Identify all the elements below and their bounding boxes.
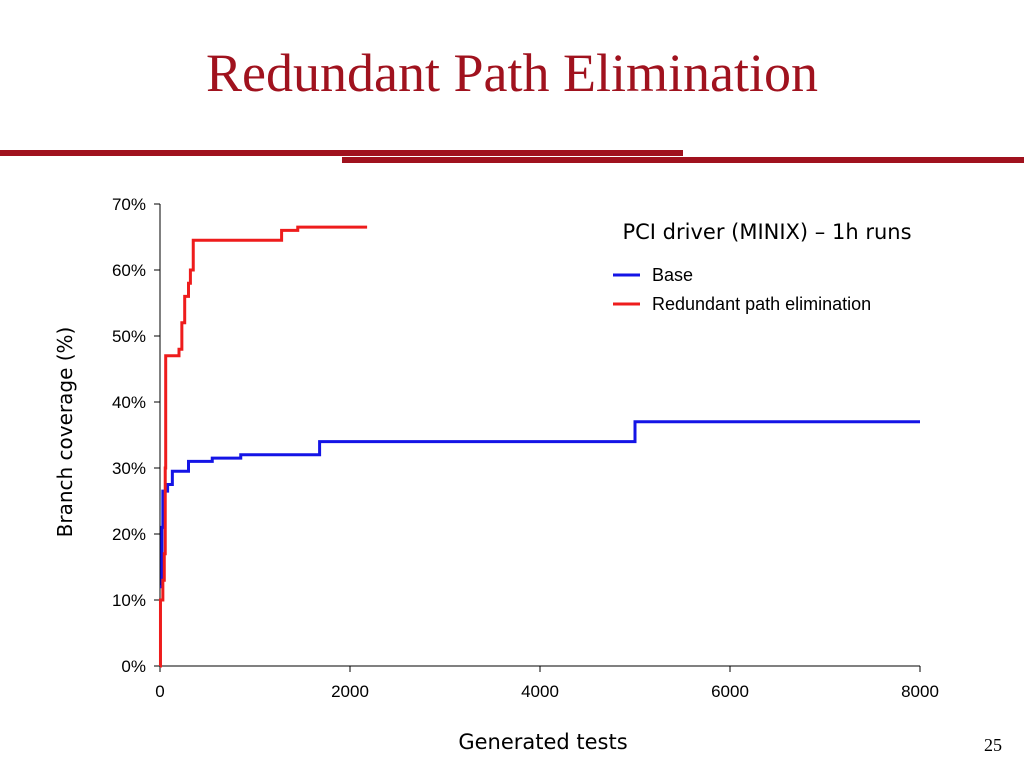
x-tick-label: 2000 xyxy=(331,682,369,701)
y-tick-label: 30% xyxy=(112,459,146,478)
legend: Base Redundant path elimination xyxy=(613,265,871,314)
legend-label-redundant-path-elimination: Redundant path elimination xyxy=(652,294,871,314)
x-tick-label: 4000 xyxy=(521,682,559,701)
title-divider-right xyxy=(342,157,1024,163)
x-axis-label: Generated tests xyxy=(458,730,627,754)
legend-label-base: Base xyxy=(652,265,693,285)
series-line-0 xyxy=(160,420,920,589)
title-divider-left xyxy=(0,150,683,156)
y-axis-label: Branch coverage (%) xyxy=(53,327,77,538)
x-tick-label: 8000 xyxy=(901,682,939,701)
page-number: 25 xyxy=(984,735,1002,755)
y-tick-label: 50% xyxy=(112,327,146,346)
y-tick-label: 60% xyxy=(112,261,146,280)
coverage-chart: 0% 10% 20% 30% 40% 50% 60% 70% 0 2000 4000 6000 8000… xyxy=(53,195,939,754)
y-tick-label: 20% xyxy=(112,525,146,544)
x-tick-label: 6000 xyxy=(711,682,749,701)
y-tick-label: 70% xyxy=(112,195,146,214)
chart-title: PCI driver (MINIX) – 1h runs xyxy=(622,220,911,244)
x-tick-label: 0 xyxy=(155,682,164,701)
y-tick-label: 10% xyxy=(112,591,146,610)
y-tick-label: 40% xyxy=(112,393,146,412)
y-tick-label: 0% xyxy=(121,657,146,676)
slide-title: Redundant Path Elimination xyxy=(206,43,818,103)
series-line-1 xyxy=(158,225,368,668)
